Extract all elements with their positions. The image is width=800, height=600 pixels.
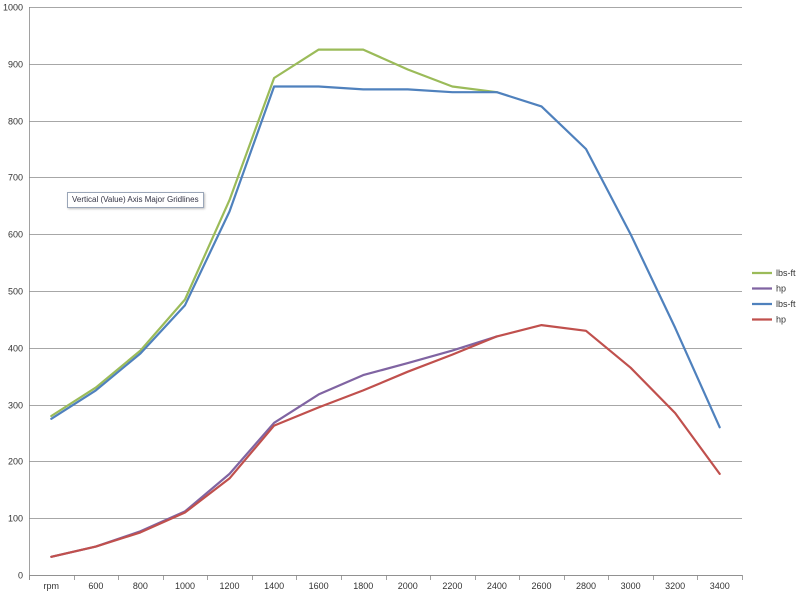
legend-label: hp [776, 315, 786, 325]
y-tick-label: 900 [8, 60, 23, 70]
y-tick-label: 0 [18, 571, 23, 581]
x-tick-label: 2400 [487, 581, 507, 591]
x-tick-label: 2200 [442, 581, 462, 591]
series-lines [50, 48, 721, 558]
y-tick-label: 700 [8, 173, 23, 183]
gridlines-tooltip: Vertical (Value) Axis Major Gridlines [67, 192, 204, 208]
y-tick-label: 200 [8, 457, 23, 467]
legend: lbs-ft hp lbs-ft hp [752, 268, 796, 325]
series-line-3-lbs-ft [50, 85, 721, 429]
x-tick-label: 800 [133, 581, 148, 591]
series-line-1-lbs-ft [50, 48, 498, 418]
x-tick-label: 1800 [353, 581, 373, 591]
x-tick-label: 2600 [531, 581, 551, 591]
y-tick-label: 300 [8, 401, 23, 411]
y-tick-label: 600 [8, 230, 23, 240]
x-tick-label: 3200 [665, 581, 685, 591]
x-tick-label: 3000 [621, 581, 641, 591]
series-line-4-hp [50, 324, 721, 558]
x-tick-label: rpm [44, 581, 60, 591]
y-tick-label: 400 [8, 344, 23, 354]
x-tick-label: 1600 [309, 581, 329, 591]
x-tick-label: 1400 [264, 581, 284, 591]
x-tick-label: 1200 [220, 581, 240, 591]
legend-label: lbs-ft [776, 299, 796, 309]
x-tick-label: 2800 [576, 581, 596, 591]
legend-label: lbs-ft [776, 268, 796, 278]
y-tick-label: 1000 [3, 3, 23, 13]
gridlines [29, 7, 742, 576]
x-tick-label: 600 [88, 581, 103, 591]
y-tick-label: 100 [8, 514, 23, 524]
y-tick-label: 800 [8, 117, 23, 127]
legend-label: hp [776, 284, 786, 294]
axes: 0 100 200 300 400 500 600 700 800 900 1000 rpm 600 80… [3, 3, 743, 591]
x-tick-label: 3400 [710, 581, 730, 591]
y-tick-label: 500 [8, 287, 23, 297]
x-tick-label: 1000 [175, 581, 195, 591]
x-tick-label: 2000 [398, 581, 418, 591]
